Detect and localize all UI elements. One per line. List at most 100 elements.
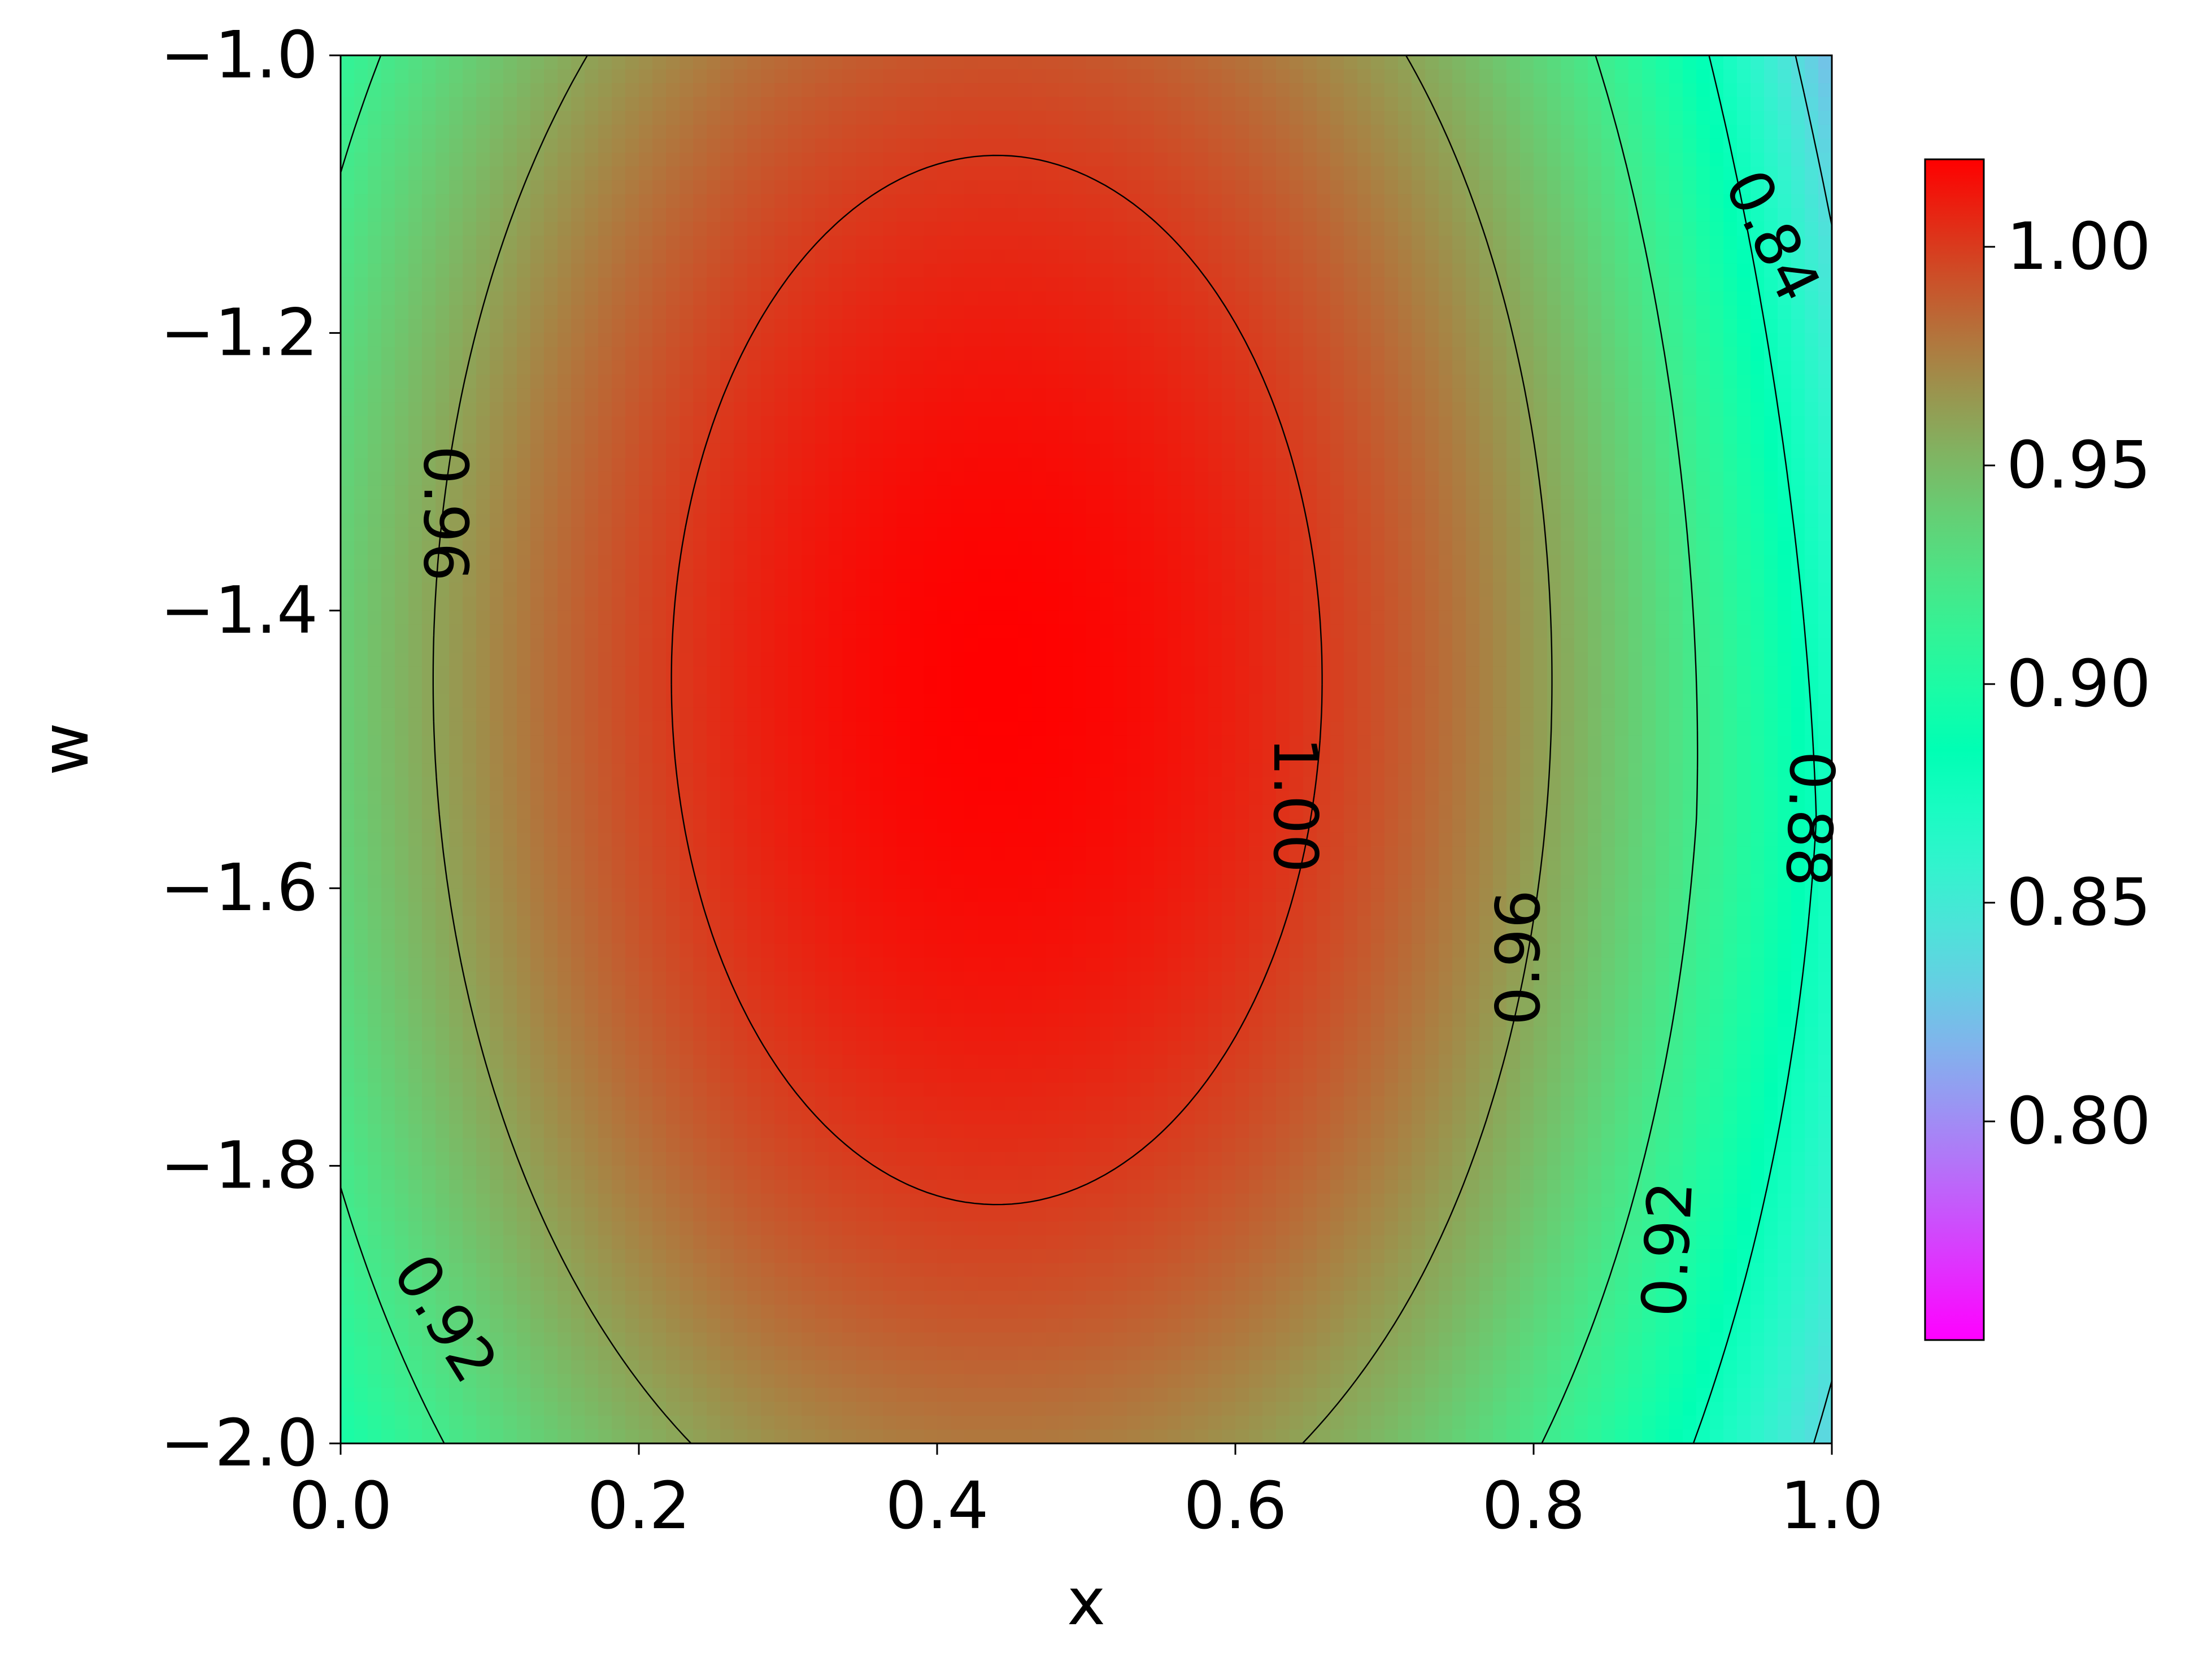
heatmap-cell <box>652 1110 667 1125</box>
heatmap-cell <box>883 388 897 403</box>
heatmap-cell <box>395 694 409 708</box>
heatmap-cell <box>856 1138 870 1153</box>
heatmap-cell <box>436 1110 450 1125</box>
heatmap-cell <box>747 1249 761 1264</box>
heatmap-cell <box>639 1235 653 1250</box>
heatmap-cell <box>815 263 829 279</box>
heatmap-cell <box>856 902 870 917</box>
heatmap-cell <box>924 1082 938 1097</box>
heatmap-cell <box>883 166 897 181</box>
heatmap-cell <box>774 1374 789 1389</box>
heatmap-cell <box>978 721 992 736</box>
heatmap-cell <box>666 929 680 945</box>
heatmap-cell <box>544 1304 558 1319</box>
heatmap-cell <box>856 1096 870 1111</box>
heatmap-cell <box>964 1013 978 1028</box>
heatmap-cell <box>598 791 612 806</box>
heatmap-cell <box>639 1346 653 1361</box>
heatmap-cell <box>612 194 626 209</box>
heatmap-cell <box>815 375 829 389</box>
heatmap-cell <box>639 291 653 306</box>
heatmap-cell <box>720 1318 734 1333</box>
heatmap-cell <box>625 69 639 84</box>
heatmap-cell <box>883 1068 897 1084</box>
heatmap-cell <box>774 1138 789 1153</box>
heatmap-cell <box>774 124 789 140</box>
heatmap-cell <box>571 582 585 598</box>
heatmap-cell <box>666 985 680 1000</box>
heatmap-cell <box>720 694 734 708</box>
heatmap-cell <box>490 124 504 140</box>
heatmap-cell <box>517 1124 531 1139</box>
heatmap-cell <box>571 1041 585 1056</box>
heatmap-cell <box>408 83 423 98</box>
heatmap-cell <box>693 152 707 167</box>
heatmap-cell <box>910 527 924 542</box>
heatmap-cell <box>652 263 667 279</box>
heatmap-cell <box>585 804 599 820</box>
heatmap-cell <box>503 791 517 806</box>
heatmap-cell <box>368 1346 382 1361</box>
heatmap-cell <box>368 1374 382 1389</box>
heatmap-cell <box>395 1387 409 1403</box>
heatmap-cell <box>368 597 382 611</box>
heatmap-cell <box>693 735 707 750</box>
heatmap-cell <box>652 652 667 667</box>
heatmap-cell <box>978 1124 992 1139</box>
heatmap-cell <box>639 999 653 1014</box>
heatmap-cell <box>422 777 436 792</box>
heatmap-cell <box>869 943 883 959</box>
heatmap-cell <box>625 749 639 764</box>
heatmap-cell <box>774 236 789 250</box>
heatmap-cell <box>951 236 965 250</box>
heatmap-cell <box>490 1041 504 1056</box>
heatmap-cell <box>585 819 599 833</box>
heatmap-cell <box>964 1263 978 1278</box>
heatmap-cell <box>964 416 978 431</box>
heatmap-cell <box>612 263 626 279</box>
heatmap-cell <box>558 1277 572 1291</box>
heatmap-cell <box>544 1124 558 1139</box>
heatmap-cell <box>829 610 843 625</box>
heatmap-cell <box>802 1249 816 1264</box>
heatmap-cell <box>395 680 409 695</box>
heatmap-cell <box>842 804 856 820</box>
heatmap-cell <box>652 541 667 556</box>
heatmap-cell <box>585 527 599 542</box>
heatmap-cell <box>774 804 789 820</box>
heatmap-cell <box>964 152 978 167</box>
heatmap-cell <box>436 916 450 930</box>
heatmap-cell <box>707 333 721 347</box>
heatmap-cell <box>530 472 545 486</box>
heatmap-cell <box>964 958 978 972</box>
heatmap-cell <box>720 1332 734 1347</box>
heatmap-cell <box>503 666 517 681</box>
heatmap-cell <box>625 860 639 875</box>
heatmap-cell <box>842 638 856 653</box>
heatmap-cell <box>368 943 382 959</box>
heatmap-cell <box>544 597 558 611</box>
heatmap-cell <box>625 943 639 959</box>
heatmap-cell <box>381 958 395 972</box>
heatmap-cell <box>788 1041 802 1056</box>
heatmap-cell <box>869 194 883 209</box>
heatmap-cell <box>530 236 545 250</box>
heatmap-cell <box>829 860 843 875</box>
heatmap-cell <box>490 1318 504 1333</box>
heatmap-cell <box>476 680 490 695</box>
heatmap-cell <box>720 804 734 820</box>
heatmap-cell <box>774 888 789 903</box>
heatmap-cell <box>869 666 883 681</box>
heatmap-cell <box>625 597 639 611</box>
heatmap-cell <box>829 985 843 1000</box>
heatmap-cell <box>883 1263 897 1278</box>
heatmap-cell <box>598 138 612 153</box>
heatmap-cell <box>924 263 938 279</box>
heatmap-cell <box>381 777 395 792</box>
heatmap-cell <box>666 152 680 167</box>
heatmap-cell <box>558 1346 572 1361</box>
heatmap-cell <box>951 735 965 750</box>
heatmap-cell <box>395 485 409 501</box>
heatmap-cell <box>625 971 639 986</box>
heatmap-cell <box>544 1026 558 1042</box>
